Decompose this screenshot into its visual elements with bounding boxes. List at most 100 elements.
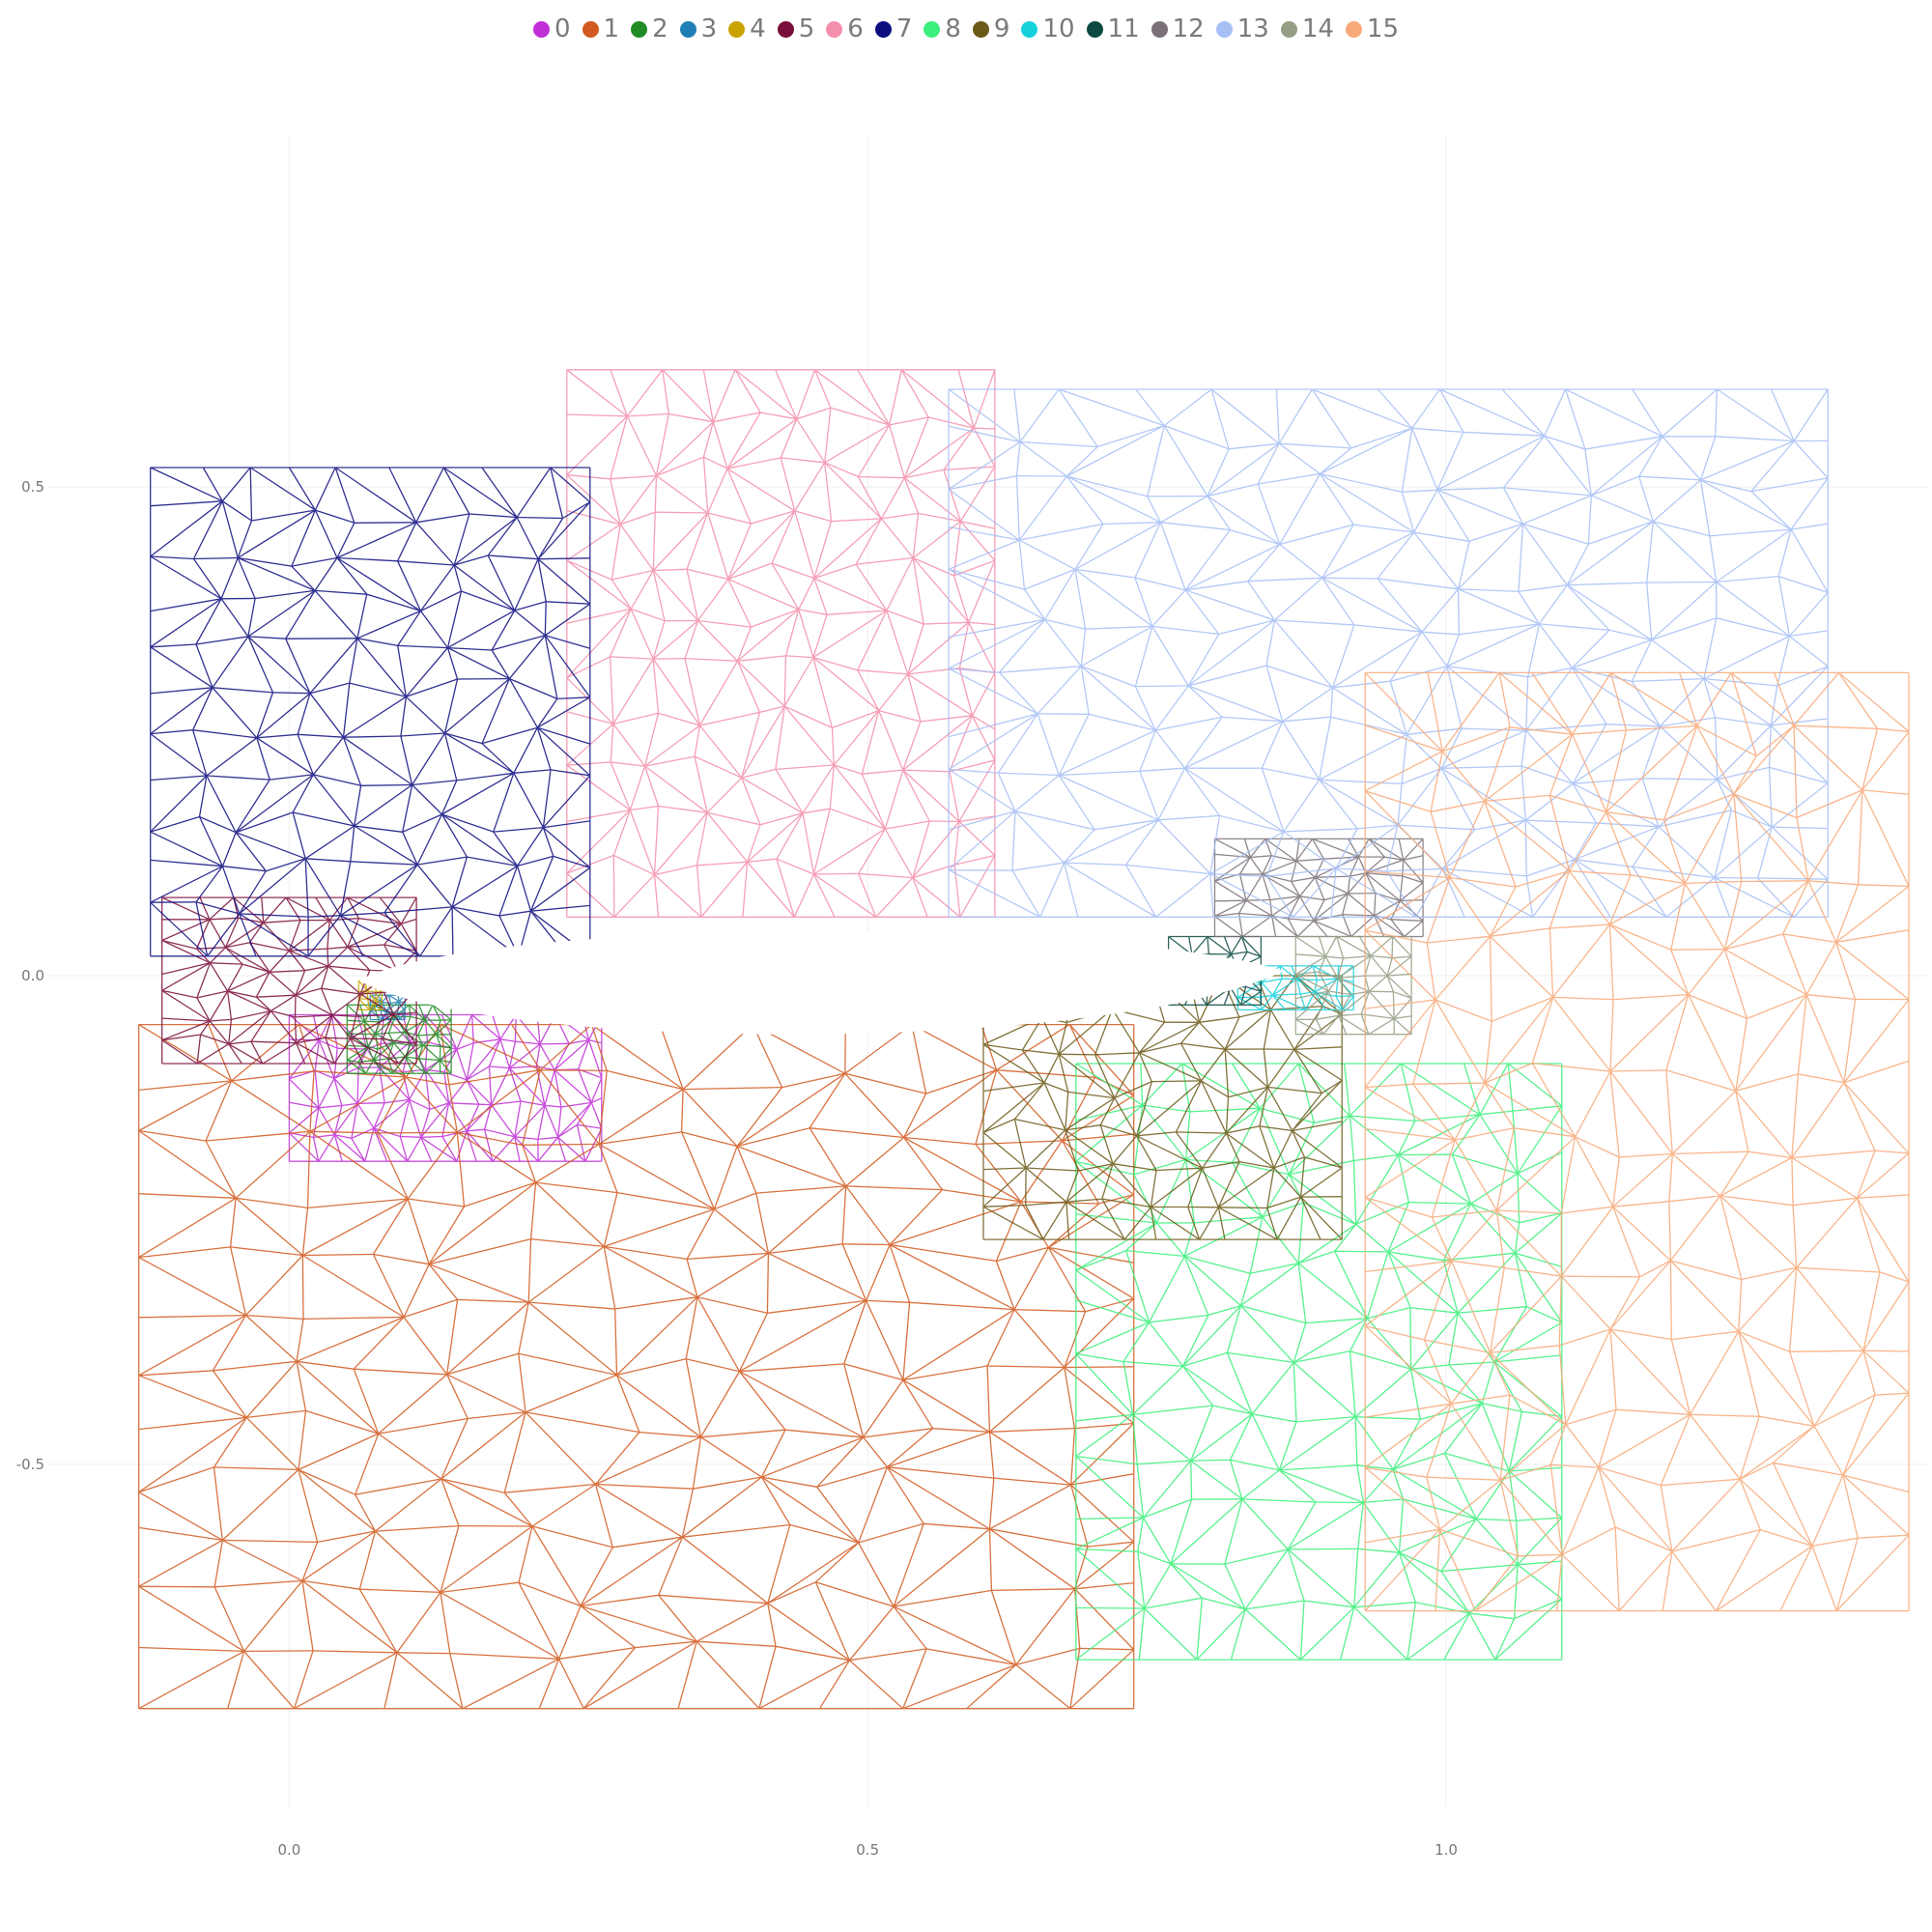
mesh-edge (554, 1069, 592, 1103)
mesh-edge (397, 522, 417, 562)
mesh-edge (958, 622, 970, 668)
legend-item-14[interactable]: 14 (1280, 14, 1334, 43)
mesh-edge (1075, 1352, 1124, 1363)
legend-item-7[interactable]: 7 (874, 14, 912, 43)
legend-item-2[interactable]: 2 (631, 14, 668, 43)
mesh-edge (373, 1127, 388, 1162)
mesh-edge (528, 1301, 615, 1310)
mesh-edge (681, 1131, 715, 1209)
mesh-edge (1257, 483, 1281, 545)
mesh-edge (1665, 877, 1716, 918)
mesh-edge (296, 1361, 307, 1411)
mesh-edge (239, 858, 306, 915)
mesh-edge (982, 1082, 1045, 1093)
mesh-edge (409, 1069, 426, 1100)
mesh-edge (1796, 789, 1863, 819)
legend-item-1[interactable]: 1 (582, 14, 619, 43)
mesh-edge (213, 1466, 299, 1471)
mesh-edge (1207, 496, 1281, 546)
mesh-edge (334, 467, 355, 524)
legend-item-8[interactable]: 8 (923, 14, 961, 43)
mesh-edge (317, 1530, 376, 1544)
mesh-edge (1098, 1193, 1134, 1205)
mesh-edge (420, 1136, 458, 1162)
mesh-edge (1330, 867, 1337, 918)
mesh-edge (359, 993, 394, 1015)
mesh-edge (1432, 1209, 1497, 1218)
legend-item-13[interactable]: 13 (1215, 14, 1269, 43)
mesh-edge (707, 512, 752, 525)
mesh-edge (1668, 1153, 1673, 1202)
mesh-edge (1605, 724, 1698, 813)
mesh-edge (566, 764, 631, 811)
mesh-edge (1390, 900, 1401, 921)
mesh-edge (396, 1652, 464, 1710)
mesh-edge (1436, 487, 1504, 491)
mesh-edge (1490, 870, 1571, 937)
mesh-edge (1370, 954, 1393, 959)
legend-marker (1086, 20, 1103, 38)
mesh-edge (1475, 1518, 1519, 1566)
mesh-edge (714, 1192, 757, 1210)
mesh-edge (1272, 979, 1297, 996)
mesh-edge (387, 1056, 406, 1060)
mesh-edge (1249, 1216, 1264, 1274)
mesh-edge (350, 1013, 394, 1039)
mesh-edge (1435, 999, 1486, 1084)
mesh-edge (1365, 999, 1435, 1009)
mesh-edge (466, 1104, 493, 1132)
mesh-edge (1573, 778, 1643, 784)
mesh-edge (1295, 838, 1314, 862)
mesh-edge (304, 858, 309, 918)
mesh-edge (1135, 1081, 1152, 1136)
mesh-edge (824, 408, 832, 463)
legend-item-6[interactable]: 6 (826, 14, 864, 43)
legend-item-10[interactable]: 10 (1021, 14, 1075, 43)
mesh-edge (327, 920, 330, 950)
legend-item-0[interactable]: 0 (532, 14, 571, 43)
mesh-edge (305, 858, 351, 863)
mesh-edge (1125, 1249, 1185, 1258)
mesh-edge (1262, 855, 1272, 875)
mesh-edge (518, 1581, 582, 1607)
mesh-edge (1716, 575, 1779, 583)
legend-item-12[interactable]: 12 (1151, 14, 1205, 43)
mesh-edge (833, 710, 880, 766)
mesh-edge (959, 521, 996, 561)
mesh-edge (775, 706, 785, 770)
mesh-edge (1069, 1649, 1135, 1710)
mesh-edge (1343, 1063, 1351, 1117)
mesh-edge (1259, 1087, 1269, 1126)
mesh-edge (1733, 793, 1743, 882)
mesh-edge (781, 1072, 845, 1089)
mesh-edge (247, 636, 286, 639)
mesh-edge (237, 509, 316, 559)
mesh-edge (1406, 727, 1463, 735)
legend-item-11[interactable]: 11 (1086, 14, 1140, 43)
mesh-edge (712, 369, 736, 422)
legend-item-9[interactable]: 9 (972, 14, 1009, 43)
mesh-edge (1413, 531, 1470, 542)
legend-item-15[interactable]: 15 (1345, 14, 1400, 43)
mesh-edge (1149, 1314, 1208, 1323)
legend-label: 15 (1366, 14, 1400, 43)
mesh-edge (340, 915, 421, 957)
mesh-edge (684, 658, 701, 726)
mesh-edge (848, 1660, 904, 1710)
mesh-edge (1335, 867, 1387, 872)
mesh-edge (1452, 1153, 1519, 1175)
mesh-edge (446, 1299, 459, 1375)
mesh-edge (734, 369, 761, 413)
mesh-edge (987, 1365, 1065, 1369)
mesh-edge (1300, 1196, 1343, 1240)
mesh-edge (1400, 1063, 1481, 1116)
mesh-edge (336, 523, 355, 558)
legend-item-3[interactable]: 3 (679, 14, 717, 43)
mesh-edge (466, 1130, 477, 1162)
mesh-edge (726, 468, 752, 525)
legend-item-5[interactable]: 5 (777, 14, 814, 43)
mesh-edge (878, 710, 904, 771)
mesh-edge (138, 1315, 246, 1377)
mesh-edge (387, 1042, 395, 1060)
legend-item-4[interactable]: 4 (728, 14, 766, 43)
